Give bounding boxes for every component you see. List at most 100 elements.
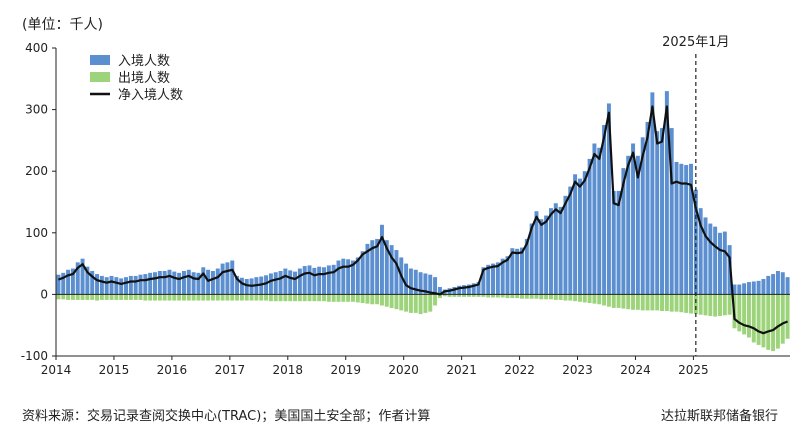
inflow-bar [297,268,302,295]
outflow-bar [210,294,215,301]
outflow-bar [61,294,66,300]
outflow-bar [355,294,360,303]
inflow-bar [186,269,191,295]
inflow-bar [476,282,481,295]
inflow-bar [90,270,95,295]
outflow-bar [119,294,124,300]
inflow-bar [167,269,172,295]
inflow-bar [568,186,573,295]
inflow-bar [437,287,442,295]
inflow-bar [650,92,655,295]
inflow-bar [761,279,766,295]
inflow-bar [626,155,631,295]
inflow-bar [66,269,71,295]
outflow-bar [307,294,312,302]
outflow-bar [293,294,298,302]
inflow-bar [162,270,167,295]
x-tick-label: 2016 [157,363,188,377]
inflow-bar [181,270,186,295]
inflow-bar [278,270,283,295]
outflow-bar [104,294,109,300]
inflow-bar [553,203,558,295]
inflow-bar [230,260,235,295]
y-tick-label: 200 [25,164,48,178]
outflow-bar [544,294,549,300]
x-tick-label: 2020 [388,363,419,377]
inflow-bar [491,263,495,295]
outflow-bar [341,294,346,302]
inflow-bar [336,260,341,295]
x-tick-label: 2015 [99,363,130,377]
inflow-bar [785,277,790,295]
inflow-bar [655,131,660,295]
inflow-bar [85,266,90,295]
outflow-bar [766,294,771,350]
inflow-bar [239,277,244,295]
legend-net-label: 净入境人数 [118,88,183,103]
outflow-bar [611,294,616,308]
outflow-bar [713,294,718,317]
x-tick-label: 2014 [41,363,72,377]
source-note: 资料来源：交易记录查阅交换中心(TRAC)；美国国土安全部；作者计算 [22,409,431,424]
inflow-bar [288,270,293,295]
inflow-bar [428,274,433,295]
outflow-bar [85,294,90,300]
inflow-bar [582,171,587,295]
outflow-bar [239,294,244,301]
legend-inflow-label: 入境人数 [118,54,170,69]
outflow-bar [346,294,351,302]
outflow-bar [780,294,785,344]
outflow-bar [722,294,727,316]
outflow-bar [500,294,505,298]
outflow-bar [481,294,486,297]
outflow-bar [157,294,162,301]
outflow-bar [548,294,553,300]
outflow-bar [674,294,679,312]
outflow-bar [708,294,713,316]
outflow-bar [302,294,307,302]
outflow-bar [225,294,230,301]
outflow-bar [322,294,326,302]
inflow-bar [481,267,486,295]
outflow-bar [317,294,322,302]
legend-outflow-swatch [90,72,110,82]
outflow-bar [423,294,428,313]
inflow-bar [592,143,597,295]
inflow-bar [457,285,462,295]
outflow-bar [244,294,249,301]
outflow-bar [404,294,409,312]
outflow-bar [684,294,689,313]
outflow-bar [264,294,269,301]
inflow-bar [215,268,220,295]
inflow-bar [56,274,61,295]
outflow-bar [742,294,747,335]
inflow-bar [640,137,645,295]
x-tick-label: 2024 [620,363,651,377]
inflow-bar [109,275,114,295]
inflow-bar [693,189,698,295]
inflow-bar [534,211,539,295]
inflow-bar [746,282,751,295]
inflow-bar [708,223,713,295]
outflow-bar [635,294,640,310]
inflow-bar [133,275,138,295]
outflow-bar [133,294,138,300]
inflow-bar [486,264,491,295]
outflow-bar [220,294,225,301]
outflow-bar [254,294,259,301]
inflow-bar [389,245,394,295]
annotation-label: 2025年1月 [662,35,729,50]
outflow-bar [592,294,597,304]
inflow-bar [756,280,761,295]
x-tick-label: 2023 [562,363,593,377]
outflow-bar [172,294,177,301]
outflow-bar [640,294,645,311]
inflow-bar [244,279,249,295]
y-tick-label: 100 [25,226,48,240]
inflow-bar [635,155,640,295]
inflow-bar [95,274,100,295]
inflow-bar [355,257,360,295]
outflow-bar [297,294,302,302]
outflow-bar [375,294,380,305]
outflow-bar [437,294,442,299]
